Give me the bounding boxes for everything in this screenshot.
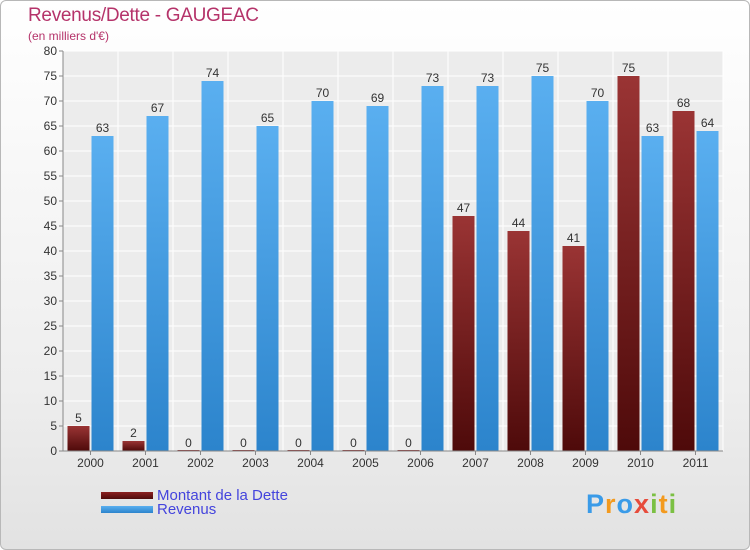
- data-label-revenus-2000: 63: [96, 121, 110, 135]
- bar-revenus-2004: [311, 101, 334, 451]
- bar-revenus-2001: [146, 116, 169, 451]
- legend-swatch-dette: [101, 492, 153, 499]
- y-tick-label: 30: [44, 294, 58, 308]
- y-tick-label: 65: [44, 119, 58, 133]
- y-tick-label: 80: [44, 44, 58, 58]
- data-label-dette-2005: 0: [350, 436, 357, 450]
- bar-revenus-2010: [641, 136, 664, 451]
- data-label-dette-2010: 75: [622, 61, 636, 75]
- x-tick-label: 2011: [683, 456, 709, 470]
- bar-revenus-2005: [366, 106, 389, 451]
- y-tick-label: 20: [44, 344, 58, 358]
- x-tick-label: 2001: [132, 456, 159, 470]
- legend-swatch-revenus: [101, 506, 153, 513]
- y-tick-label: 70: [44, 94, 58, 108]
- x-tick-label: 2010: [627, 456, 654, 470]
- bar-dette-2011: [672, 111, 695, 451]
- bar-dette-2007: [452, 216, 475, 451]
- data-label-dette-2009: 41: [567, 231, 581, 245]
- x-tick-label: 2000: [77, 456, 104, 470]
- legend-item-dette: Montant de la Dette: [101, 487, 288, 504]
- data-label-revenus-2010: 63: [646, 121, 660, 135]
- data-label-revenus-2011: 64: [701, 116, 715, 130]
- x-tick-label: 2002: [187, 456, 214, 470]
- data-label-revenus-2002: 74: [206, 66, 220, 80]
- legend-item-revenus: Revenus: [101, 501, 216, 518]
- data-label-revenus-2004: 70: [316, 86, 330, 100]
- data-label-dette-2004: 0: [295, 436, 302, 450]
- legend-label-dette: Montant de la Dette: [157, 487, 288, 504]
- logo-letter: i: [668, 489, 678, 519]
- x-tick-label: 2009: [572, 456, 599, 470]
- bar-dette-2010: [617, 76, 640, 451]
- legend-label-revenus: Revenus: [157, 501, 217, 518]
- bar-dette-2009: [562, 246, 585, 451]
- x-tick-label: 2008: [517, 456, 544, 470]
- bar-dette-2001: [122, 441, 145, 451]
- bar-dette-2000: [67, 426, 90, 451]
- logo-letter: x: [634, 489, 651, 519]
- y-tick-label: 10: [44, 394, 58, 408]
- logo-letter: i: [650, 489, 659, 519]
- y-tick-label: 0: [50, 444, 57, 458]
- data-label-dette-2008: 44: [512, 216, 526, 230]
- bar-revenus-2000: [91, 136, 114, 451]
- x-tick-label: 2004: [297, 456, 324, 470]
- proxiti-logo: Proxiti: [586, 489, 677, 520]
- data-label-revenus-2001: 67: [151, 101, 165, 115]
- logo-letter: r: [605, 489, 617, 519]
- data-label-dette-2001: 2: [130, 426, 137, 440]
- data-label-revenus-2003: 65: [261, 111, 275, 125]
- data-label-revenus-2007: 73: [481, 71, 495, 85]
- data-label-revenus-2006: 73: [426, 71, 440, 85]
- x-tick-label: 2007: [462, 456, 489, 470]
- data-label-revenus-2008: 75: [536, 61, 550, 75]
- y-tick-label: 45: [44, 219, 58, 233]
- data-label-dette-2002: 0: [185, 436, 192, 450]
- y-tick-label: 5: [50, 419, 57, 433]
- logo-letter: o: [616, 489, 635, 519]
- logo-letter: t: [658, 489, 669, 519]
- x-tick-label: 2003: [242, 456, 269, 470]
- bar-revenus-2006: [421, 86, 444, 451]
- y-tick-label: 25: [44, 319, 58, 333]
- chart-title: Revenus/Dette - GAUGEAC: [28, 5, 259, 26]
- data-label-dette-2011: 68: [677, 96, 691, 110]
- bar-revenus-2007: [476, 86, 499, 451]
- y-tick-label: 55: [44, 169, 58, 183]
- bar-dette-2008: [507, 231, 530, 451]
- data-label-dette-2003: 0: [240, 436, 247, 450]
- y-tick-label: 35: [44, 269, 58, 283]
- bar-revenus-2003: [256, 126, 279, 451]
- y-tick-label: 75: [44, 69, 58, 83]
- bar-revenus-2009: [586, 101, 609, 451]
- bar-revenus-2002: [201, 81, 224, 451]
- y-tick-label: 50: [44, 194, 58, 208]
- data-label-revenus-2005: 69: [371, 91, 385, 105]
- x-tick-label: 2005: [352, 456, 379, 470]
- bar-revenus-2008: [531, 76, 554, 451]
- bar-revenus-2011: [696, 131, 719, 451]
- y-tick-label: 40: [44, 244, 58, 258]
- y-tick-label: 15: [44, 369, 58, 383]
- data-label-dette-2000: 5: [75, 411, 82, 425]
- logo-letter: P: [586, 489, 606, 519]
- chart-subtitle: (en milliers d'€): [28, 29, 109, 43]
- data-label-dette-2006: 0: [405, 436, 412, 450]
- x-tick-label: 2006: [407, 456, 434, 470]
- data-label-revenus-2009: 70: [591, 86, 605, 100]
- y-tick-label: 60: [44, 144, 58, 158]
- data-label-dette-2007: 47: [457, 201, 471, 215]
